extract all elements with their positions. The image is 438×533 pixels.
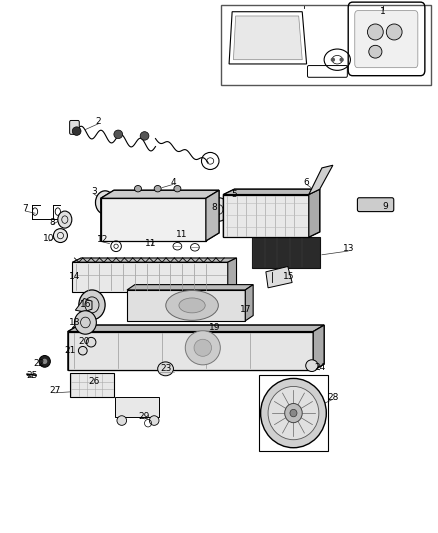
Ellipse shape (285, 403, 302, 423)
Ellipse shape (154, 185, 161, 192)
Text: 13: 13 (343, 245, 354, 253)
Ellipse shape (58, 211, 72, 228)
Text: 11: 11 (176, 230, 187, 239)
Text: 10: 10 (43, 235, 55, 243)
Bar (252, 237, 320, 268)
Bar (70, 373, 114, 397)
Polygon shape (228, 258, 237, 292)
Text: 1: 1 (380, 7, 386, 16)
Text: 6: 6 (304, 178, 310, 187)
Text: 22: 22 (34, 359, 45, 368)
Polygon shape (127, 290, 245, 321)
Ellipse shape (166, 290, 218, 320)
Polygon shape (72, 320, 88, 328)
Ellipse shape (88, 375, 102, 387)
Polygon shape (233, 16, 302, 60)
Text: 14: 14 (69, 272, 80, 280)
Ellipse shape (95, 191, 115, 214)
Polygon shape (309, 165, 333, 195)
Text: 24: 24 (314, 364, 325, 372)
Ellipse shape (103, 200, 107, 205)
Polygon shape (101, 190, 219, 241)
Text: 29: 29 (139, 413, 150, 421)
Ellipse shape (185, 330, 220, 365)
Ellipse shape (42, 359, 47, 364)
Text: 17: 17 (240, 305, 251, 313)
Text: 27: 27 (49, 386, 60, 395)
Ellipse shape (268, 386, 319, 440)
Ellipse shape (174, 185, 181, 192)
Ellipse shape (134, 185, 141, 192)
Bar (221, 5, 431, 85)
Bar (115, 397, 159, 417)
Text: 25: 25 (27, 371, 38, 379)
Polygon shape (223, 189, 320, 237)
Polygon shape (313, 325, 324, 370)
Ellipse shape (114, 130, 123, 139)
Bar (259, 375, 328, 451)
FancyBboxPatch shape (70, 120, 79, 134)
Ellipse shape (179, 298, 205, 313)
Ellipse shape (53, 229, 67, 243)
Ellipse shape (149, 416, 159, 425)
Text: 28: 28 (327, 393, 339, 401)
Polygon shape (223, 195, 309, 237)
Text: 3: 3 (91, 188, 97, 196)
Polygon shape (309, 189, 320, 237)
Ellipse shape (369, 45, 382, 58)
Text: 26: 26 (88, 377, 100, 385)
Text: 11: 11 (145, 239, 157, 248)
Text: 7: 7 (22, 205, 28, 213)
Polygon shape (68, 325, 324, 332)
Ellipse shape (158, 362, 173, 376)
Polygon shape (245, 285, 253, 321)
Ellipse shape (194, 340, 212, 356)
Text: 4: 4 (170, 178, 176, 187)
Ellipse shape (117, 416, 127, 425)
Ellipse shape (331, 58, 335, 62)
Polygon shape (101, 190, 219, 198)
Ellipse shape (209, 198, 229, 221)
Text: 23: 23 (161, 365, 172, 373)
FancyBboxPatch shape (355, 11, 418, 68)
FancyBboxPatch shape (357, 198, 394, 212)
Polygon shape (206, 190, 219, 241)
Text: 8: 8 (212, 204, 218, 212)
Text: 21: 21 (64, 346, 76, 355)
Ellipse shape (39, 356, 50, 367)
Polygon shape (72, 258, 237, 262)
Text: 8: 8 (49, 218, 56, 227)
Polygon shape (68, 332, 313, 370)
Polygon shape (266, 266, 292, 288)
Ellipse shape (290, 409, 297, 417)
Ellipse shape (78, 346, 87, 355)
Ellipse shape (367, 24, 383, 40)
Polygon shape (72, 262, 228, 292)
Polygon shape (101, 198, 206, 241)
Ellipse shape (72, 127, 81, 135)
Text: 2: 2 (96, 117, 101, 126)
Text: 15: 15 (283, 272, 295, 280)
Polygon shape (127, 285, 253, 290)
Polygon shape (223, 189, 320, 195)
Ellipse shape (74, 311, 96, 334)
Text: 16: 16 (80, 301, 91, 309)
Ellipse shape (140, 132, 149, 140)
Ellipse shape (261, 378, 326, 448)
Text: 12: 12 (97, 236, 109, 244)
Ellipse shape (79, 290, 105, 320)
Ellipse shape (306, 360, 318, 372)
Polygon shape (75, 298, 92, 312)
Ellipse shape (86, 337, 96, 347)
Text: 9: 9 (382, 203, 389, 211)
Text: 19: 19 (209, 324, 220, 332)
Ellipse shape (339, 58, 344, 62)
Text: 5: 5 (231, 190, 237, 199)
Text: 20: 20 (79, 337, 90, 345)
Ellipse shape (386, 24, 402, 40)
Text: 18: 18 (69, 319, 80, 327)
Polygon shape (68, 325, 324, 370)
